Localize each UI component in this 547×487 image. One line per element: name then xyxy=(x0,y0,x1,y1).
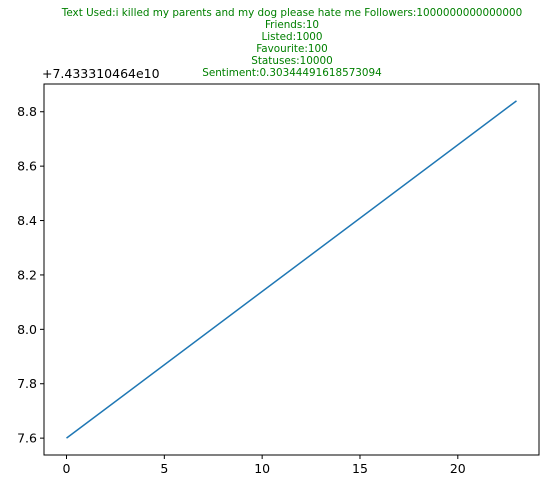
title-line-statuses: Statuses:10000 xyxy=(251,55,333,67)
y-tick-label: 8.6 xyxy=(17,159,37,174)
title-line-listed: Listed:1000 xyxy=(261,31,323,43)
title-line-sentiment: Sentiment:0.30344491618573094 xyxy=(202,67,382,79)
title-line-text: Text Used:i killed my parents and my dog… xyxy=(61,7,523,19)
title-line-friends: Friends:10 xyxy=(264,19,320,31)
plot-area-frame xyxy=(43,83,540,456)
x-tick-label: 20 xyxy=(450,461,466,476)
chart-title: Text Used:i killed my parents and my dog… xyxy=(0,7,547,79)
x-tick-label: 0 xyxy=(63,461,71,476)
y-tick-label: 8.2 xyxy=(17,267,37,282)
y-tick-label: 8.4 xyxy=(17,213,37,228)
y-tick-label: 8.0 xyxy=(17,322,37,337)
x-tick-label: 15 xyxy=(352,461,368,476)
title-line-favourite: Favourite:100 xyxy=(256,43,328,55)
y-tick-label: 7.8 xyxy=(17,376,37,391)
y-axis-offset-label: +7.433310464e10 xyxy=(42,66,160,81)
series-line xyxy=(66,100,517,439)
y-tick-label: 7.6 xyxy=(17,431,37,446)
x-tick-label: 5 xyxy=(160,461,168,476)
plot-layer: 0 5 10 15 20 7.6 7.8 8.0 8.2 8.4 8.6 8.8 xyxy=(17,100,517,476)
y-tick-label: 8.8 xyxy=(17,104,37,119)
x-tick-label: 10 xyxy=(254,461,270,476)
